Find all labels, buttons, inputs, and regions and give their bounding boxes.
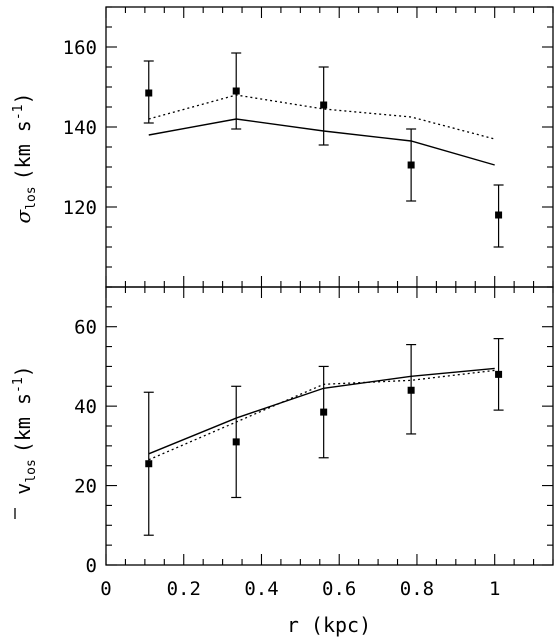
bottom-data-point: [145, 460, 153, 468]
top-y-label-unit-sup: -1: [11, 105, 26, 121]
bottom-y-tick-label: 0: [86, 555, 97, 577]
bottom-data-point: [407, 386, 415, 394]
bottom-y-label-unit-sup: -1: [11, 377, 26, 393]
bottom-x-tick-label: 1: [489, 578, 500, 600]
top-panel: 120 140 160: [63, 6, 554, 288]
bottom-plot-frame: [105, 286, 554, 566]
bottom-y-tick-label: 20: [74, 476, 97, 498]
top-solid-model-line: [148, 118, 495, 166]
top-y-label-unit-close: ): [11, 92, 35, 104]
bottom-x-tick-label: 0: [100, 578, 111, 600]
x-axis-label: r (kpc): [287, 613, 371, 637]
bottom-y-tick-label: 40: [74, 396, 97, 418]
bottom-y-axis-label: vlos (km s-1): [11, 365, 39, 494]
bottom-data-point: [495, 370, 503, 378]
bottom-x-tick-label: 0.4: [244, 578, 278, 600]
bottom-x-tick-label: 0.8: [400, 578, 434, 600]
bottom-data-point: [232, 438, 240, 446]
bottom-y-label-symbol: v: [11, 483, 35, 495]
top-y-label-symbol: σ: [11, 209, 35, 224]
bottom-y-label-unit: (km s: [11, 393, 35, 453]
bottom-y-tick-label: 60: [74, 317, 97, 339]
bottom-y-axis-label-group: vlos (km s-1): [11, 365, 39, 519]
bottom-y-label-unit-close: ): [11, 365, 35, 377]
bottom-x-tick-label: 0.2: [167, 578, 201, 600]
top-y-tick-label: 120: [63, 197, 97, 219]
top-plot-frame: [105, 6, 554, 288]
top-data-point: [495, 211, 503, 219]
bottom-x-tick-label: 0.6: [322, 578, 356, 600]
top-y-tick-label: 160: [63, 37, 97, 59]
top-data-point: [320, 101, 328, 109]
top-y-tick-label: 140: [63, 117, 97, 139]
bottom-y-label-sub: los: [24, 459, 39, 482]
bottom-panel: 0 20 40 60 0 0.2 0.4 0.6 0.8 1: [74, 286, 554, 600]
bottom-data-point: [320, 408, 328, 416]
top-y-axis-label: σlos (km s-1): [11, 92, 39, 223]
top-y-label-unit: (km s: [11, 120, 35, 180]
top-dotted-model-line: [148, 94, 495, 140]
top-data-point: [407, 161, 415, 169]
top-data-point: [232, 87, 240, 95]
top-y-label-sub: los: [24, 186, 39, 209]
top-data-point: [145, 89, 153, 97]
